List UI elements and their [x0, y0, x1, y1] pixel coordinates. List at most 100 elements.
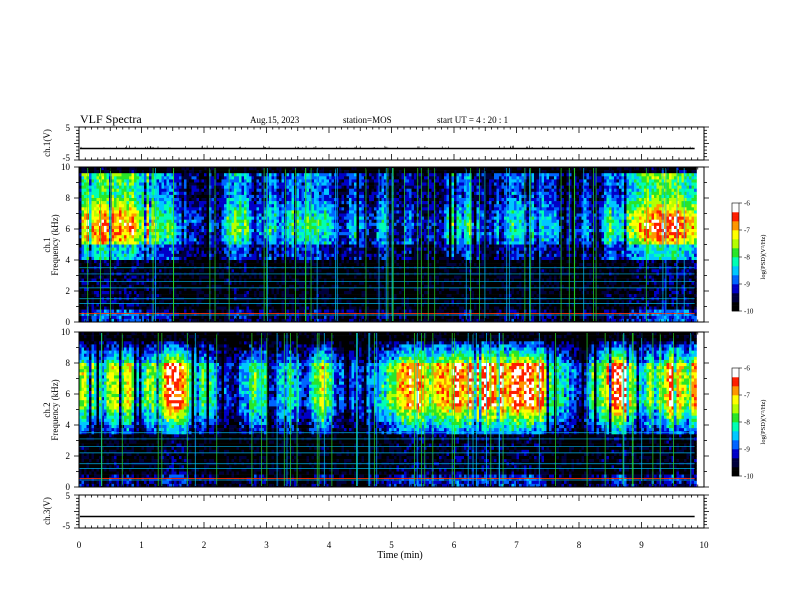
- ch1-spec-cell: [309, 198, 312, 202]
- ch1-spec-cell: [301, 315, 305, 320]
- ch1-spec-cell: [186, 250, 190, 255]
- ch1-spec-cell: [281, 204, 285, 208]
- ch1-spec-cell: [111, 185, 115, 189]
- ch1-spec-cell: [196, 309, 200, 313]
- ch1-spec-cell: [306, 213, 310, 217]
- ch1-spec-cell: [306, 216, 310, 220]
- ch1-spec-cell: [171, 263, 175, 267]
- ch1-spec-cell: [121, 194, 125, 199]
- ch1-spec-cell: [116, 303, 120, 307]
- ch1-spec-cell: [209, 229, 212, 233]
- ch1-spec-cell: [251, 303, 255, 307]
- ch1-spec-cell: [106, 207, 110, 211]
- ch1-spec-cell: [199, 238, 202, 242]
- ch1-spec-cell: [206, 229, 210, 233]
- ch1-spec-cell: [101, 309, 105, 313]
- ch1-spec-cell: [306, 263, 310, 267]
- ch1-spec-cell: [299, 303, 302, 307]
- ch1-spec-cell: [239, 241, 242, 245]
- ch1-spec-cell: [301, 182, 305, 186]
- ch1-spec-cell: [209, 207, 212, 211]
- ch1-spec-cell: [116, 219, 120, 224]
- ch1-spec-cell: [144, 232, 147, 236]
- ch1-spec-cell: [161, 213, 165, 217]
- ch1-spec-cell: [301, 213, 305, 217]
- ch1-spec-cell: [286, 170, 290, 174]
- ch1-spec-cell: [126, 207, 130, 211]
- ch1-spec-cell: [266, 284, 270, 289]
- ch1-spec-cell: [269, 294, 272, 298]
- ch1-spec-cell: [226, 291, 230, 295]
- ch1-spec-cell: [254, 232, 257, 236]
- ch1-spec-cell: [299, 287, 302, 292]
- ch1-spec-cell: [236, 207, 240, 211]
- ch1-spec-cell: [261, 241, 265, 245]
- ch1-spec-cell: [206, 309, 210, 313]
- ch1-spec-cell: [129, 207, 132, 211]
- ch1-spec-cell: [141, 256, 145, 261]
- ch1-spec-cell: [199, 294, 202, 298]
- ch1-spec-cell: [161, 204, 165, 208]
- ch1-spec-cell: [251, 201, 255, 205]
- ch1-spec-cell: [211, 287, 215, 292]
- ch1-spec-cell: [164, 216, 167, 220]
- ch1-waveform-spikes: [80, 145, 693, 149]
- ch1-spec-cell: [194, 309, 197, 313]
- ch1-spec-cell: [131, 256, 135, 261]
- ch1-spec-cell: [106, 241, 110, 245]
- ch1-spec-cell: [116, 263, 120, 267]
- ch1-spec-cell: [209, 213, 212, 217]
- ch1-spec-cell: [181, 263, 185, 267]
- ch1-spec-cell: [231, 315, 235, 320]
- ch1-spec-cell: [246, 281, 250, 286]
- ch1-spec-cell: [144, 229, 147, 233]
- ch1-spec-cell: [156, 207, 160, 211]
- ch1-spec-cell: [226, 318, 230, 323]
- ch1-spec-cell: [211, 210, 215, 214]
- ch1-spec-cell: [206, 219, 210, 224]
- ch1-spec-cell: [111, 306, 115, 310]
- ch1-spec-cell: [279, 269, 282, 273]
- ch1-spec-cell: [126, 179, 130, 183]
- ch1-spec-cell: [221, 194, 225, 199]
- ch1-spec-cell: [246, 256, 250, 261]
- ch1-spec-cell: [249, 241, 252, 245]
- ch1-spec-cell: [161, 207, 165, 211]
- ch1-spec-cell: [231, 247, 235, 251]
- ch1-spec-cell: [251, 188, 255, 193]
- ch1-spec-cell: [271, 185, 275, 189]
- ch1-spec-cell: [121, 185, 125, 189]
- ch1-spec-cell: [156, 250, 160, 255]
- ch1-spec-cell: [166, 238, 170, 242]
- ch1-spec-cell: [101, 201, 105, 205]
- ch1-spec-cell: [124, 263, 127, 267]
- ch1-spec-cell: [186, 256, 190, 261]
- ch1-spec-cell: [134, 312, 137, 317]
- ch1-spec-cell: [114, 247, 117, 251]
- ch1-spec-cell: [104, 303, 107, 307]
- ch1-spec-cell: [209, 188, 212, 193]
- ch1-spec-cell: [136, 318, 140, 323]
- ch1-spec-cell: [239, 287, 242, 292]
- ch1-spec-cell: [141, 225, 145, 230]
- ch1-spec-cell: [104, 235, 107, 239]
- ch1-spec-cell: [281, 260, 285, 264]
- ch1-spec-cell: [136, 194, 140, 199]
- ch1-spec-cell: [116, 222, 120, 227]
- ch1-spec-cell: [106, 213, 110, 217]
- ch1-spec-cell: [134, 213, 137, 217]
- ch1-spec-cell: [266, 170, 270, 174]
- ch1-spec-cell: [239, 263, 242, 267]
- ch1-spec-cell: [159, 191, 162, 196]
- ch1-spec-cell: [81, 256, 85, 261]
- ch1-spec-cell: [89, 176, 92, 180]
- ch1-spec-cell: [141, 275, 145, 279]
- ch1-spec-cell: [269, 281, 272, 286]
- figure-title: VLF Spectra: [80, 112, 142, 126]
- ch1-spec-cell: [264, 216, 267, 220]
- ch1-spec-cell: [224, 269, 227, 273]
- ch1-spec-cell: [204, 170, 207, 174]
- ch1-spec-cell: [244, 216, 247, 220]
- ch1-spec-cell: [136, 253, 140, 258]
- ch1-spec-cell: [131, 269, 135, 273]
